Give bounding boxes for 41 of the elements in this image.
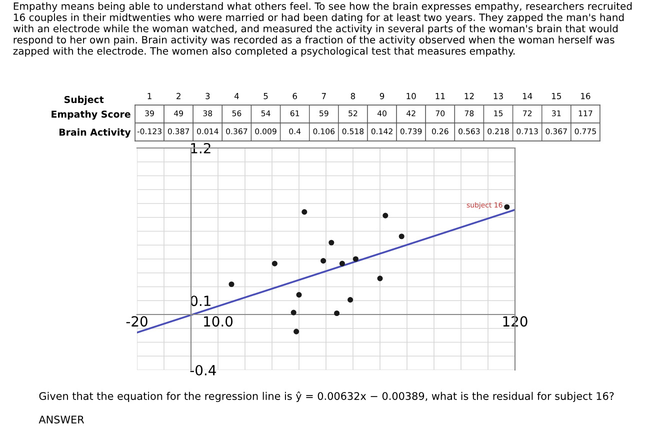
x-tick-label: 10 [406,92,416,100]
y-tick-label: Empathy Score [52,110,130,120]
x-tick-label: 14 [522,93,532,100]
x-tick-label: 3 [206,92,210,100]
x-tick-label: -20 [126,316,148,327]
x-tick-label: 1 [148,93,152,100]
point [290,310,296,316]
x-tick-label: 11 [436,93,445,100]
point [302,209,308,215]
x-tick-label: 6 [292,92,297,100]
x-tick-label: 10.0 [204,316,233,327]
x-axis-title: Subject [64,96,104,105]
point [382,212,388,218]
point [320,258,326,264]
x-tick-label: 8 [350,92,356,100]
text: Given that the equation for the regression line is ŷ = 0.00632x − 0.00389, what is the residual for subject 16? [39,392,614,402]
point [339,260,345,266]
point [272,260,278,266]
point [296,292,302,298]
x-tick-label: 12 [464,92,474,100]
point [504,204,510,210]
point [228,281,234,288]
x-tick-label: 7 [322,93,326,100]
x-tick-label: 16 [581,92,590,100]
text: ANSWER [38,416,84,424]
x-tick-label: 4 [234,93,239,100]
x-tick-label: 9 [380,92,384,100]
x-tick-label: 15 [552,93,561,100]
point [398,234,404,240]
x-tick-label: 13 [494,92,503,100]
y-tick-label: Brain Activity [60,128,131,138]
point [348,297,354,303]
point [334,310,340,316]
point [294,328,300,334]
point [352,256,358,262]
point [328,240,334,246]
y-tick-label: -0.4 [190,364,216,376]
chart-title: Empathy means being able to understand what others feel. To see how the brain expresses empathy, researchers recruited 16 couples in their midtwenties who were married or had been dating for at least two years. They zapped the man's hand with an electrode while the woman watched, and measured the activity in several parts of the woman's brain that would respond to her own pain. Brain activity was recorded as a fraction of the activity observed when the woman herself was zapped with the electrode. The women also completed a psychological test that measures empathy. [13,2,632,57]
point [377,276,383,282]
x-tick-label: 2 [176,92,180,100]
x-tick-label: 5 [264,93,268,100]
